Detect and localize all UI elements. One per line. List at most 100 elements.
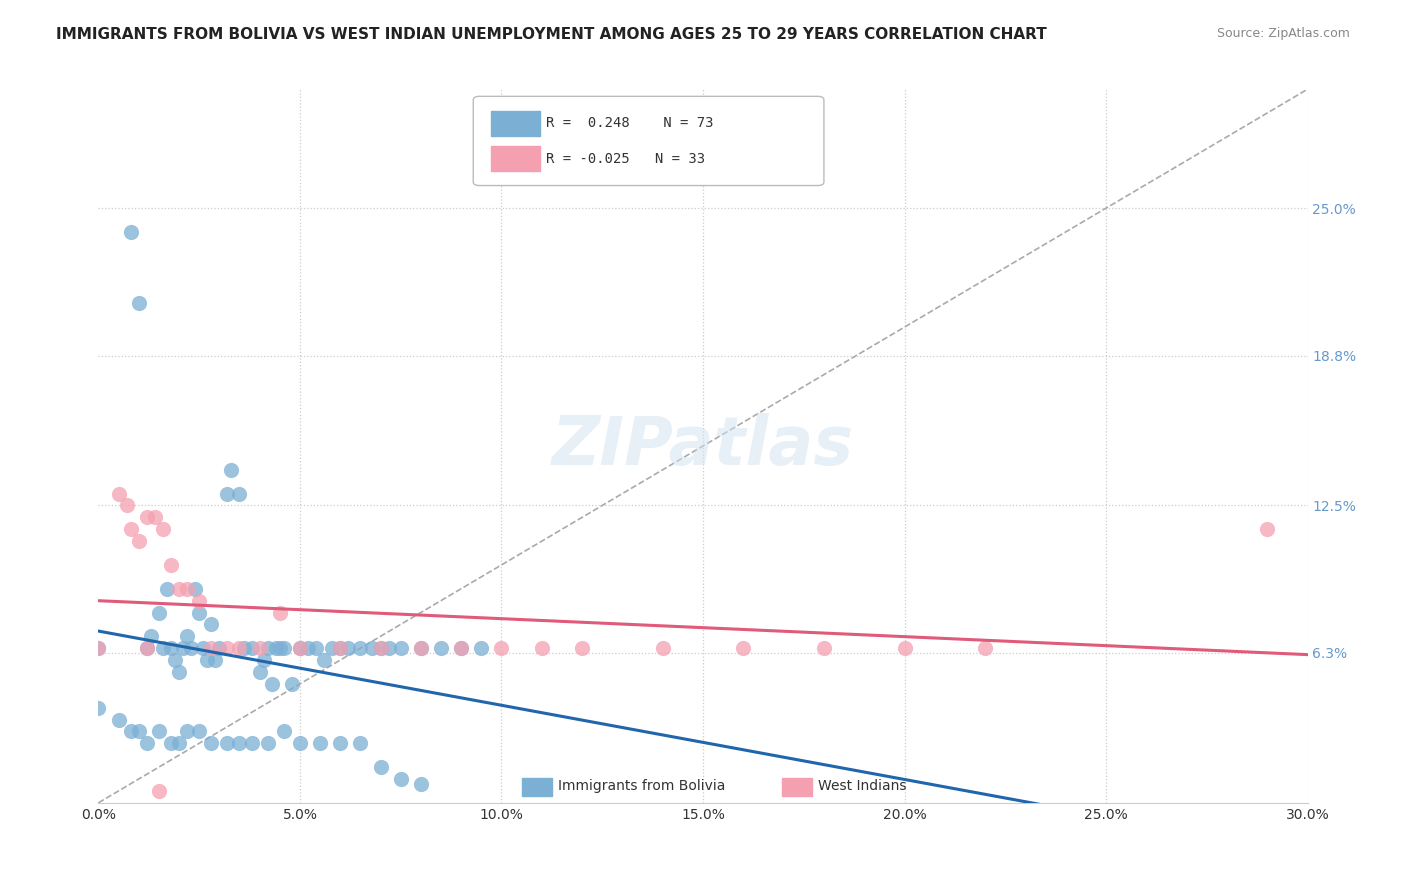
Point bbox=[813, 641, 835, 656]
Point bbox=[450, 641, 472, 656]
FancyBboxPatch shape bbox=[492, 146, 540, 171]
Point bbox=[221, 463, 243, 477]
Point bbox=[120, 522, 142, 536]
Point bbox=[893, 641, 915, 656]
Point bbox=[349, 736, 371, 750]
Point bbox=[87, 641, 110, 656]
Point bbox=[107, 713, 129, 727]
Point bbox=[249, 641, 271, 656]
Point bbox=[148, 784, 170, 798]
Point bbox=[148, 606, 170, 620]
Point bbox=[188, 724, 211, 739]
Text: Immigrants from Bolivia: Immigrants from Bolivia bbox=[558, 780, 725, 793]
Point bbox=[1256, 522, 1278, 536]
Point bbox=[128, 724, 150, 739]
Point bbox=[200, 641, 222, 656]
Point bbox=[208, 641, 231, 656]
Point bbox=[264, 641, 287, 656]
Point bbox=[176, 724, 198, 739]
Point bbox=[409, 641, 432, 656]
Point bbox=[256, 641, 278, 656]
Point bbox=[115, 499, 138, 513]
Point bbox=[204, 653, 226, 667]
Point bbox=[288, 641, 311, 656]
Text: West Indians: West Indians bbox=[818, 780, 907, 793]
Point bbox=[974, 641, 997, 656]
Point bbox=[163, 653, 186, 667]
Point bbox=[135, 510, 157, 524]
Point bbox=[176, 582, 198, 596]
Point bbox=[314, 653, 336, 667]
Point bbox=[135, 736, 157, 750]
Point bbox=[160, 558, 183, 572]
Point bbox=[269, 606, 291, 620]
Point bbox=[139, 629, 162, 643]
Point bbox=[87, 700, 110, 714]
Point bbox=[217, 641, 239, 656]
Point bbox=[409, 641, 432, 656]
Point bbox=[228, 641, 250, 656]
Point bbox=[273, 724, 295, 739]
Point bbox=[305, 641, 328, 656]
Point bbox=[321, 641, 343, 656]
Point bbox=[240, 736, 263, 750]
Point bbox=[329, 641, 352, 656]
Text: R = -0.025   N = 33: R = -0.025 N = 33 bbox=[546, 153, 704, 166]
Point bbox=[450, 641, 472, 656]
FancyBboxPatch shape bbox=[782, 778, 811, 796]
Point bbox=[188, 606, 211, 620]
Point bbox=[120, 724, 142, 739]
Point bbox=[329, 736, 352, 750]
Point bbox=[148, 724, 170, 739]
Point bbox=[167, 736, 190, 750]
FancyBboxPatch shape bbox=[474, 96, 824, 186]
Point bbox=[470, 641, 492, 656]
Point bbox=[370, 641, 392, 656]
Point bbox=[188, 593, 211, 607]
Point bbox=[260, 677, 283, 691]
Point bbox=[253, 653, 276, 667]
Point bbox=[200, 617, 222, 632]
Point bbox=[491, 641, 513, 656]
Point bbox=[152, 641, 174, 656]
Point bbox=[269, 641, 291, 656]
Point bbox=[172, 641, 194, 656]
Point bbox=[193, 641, 215, 656]
Point bbox=[167, 665, 190, 679]
Point bbox=[288, 736, 311, 750]
Point bbox=[430, 641, 453, 656]
Point bbox=[256, 736, 278, 750]
Point bbox=[228, 736, 250, 750]
Point bbox=[329, 641, 352, 656]
Point bbox=[135, 641, 157, 656]
Point bbox=[128, 534, 150, 549]
Point bbox=[152, 522, 174, 536]
Point bbox=[120, 225, 142, 239]
Point bbox=[733, 641, 755, 656]
Text: Source: ZipAtlas.com: Source: ZipAtlas.com bbox=[1216, 27, 1350, 40]
Point bbox=[389, 641, 412, 656]
Text: R =  0.248    N = 73: R = 0.248 N = 73 bbox=[546, 117, 713, 130]
Point bbox=[370, 760, 392, 774]
Point bbox=[281, 677, 304, 691]
Point bbox=[180, 641, 202, 656]
Point bbox=[409, 777, 432, 791]
FancyBboxPatch shape bbox=[522, 778, 553, 796]
Point bbox=[530, 641, 553, 656]
Point bbox=[249, 665, 271, 679]
Point bbox=[128, 296, 150, 310]
Point bbox=[651, 641, 673, 656]
Point bbox=[228, 486, 250, 500]
Point bbox=[156, 582, 179, 596]
Point bbox=[232, 641, 254, 656]
Point bbox=[571, 641, 593, 656]
Point bbox=[377, 641, 399, 656]
Point bbox=[337, 641, 360, 656]
Point bbox=[273, 641, 295, 656]
Point bbox=[361, 641, 384, 656]
Point bbox=[217, 486, 239, 500]
Point bbox=[160, 736, 183, 750]
Point bbox=[195, 653, 218, 667]
Point bbox=[297, 641, 319, 656]
Point bbox=[135, 641, 157, 656]
